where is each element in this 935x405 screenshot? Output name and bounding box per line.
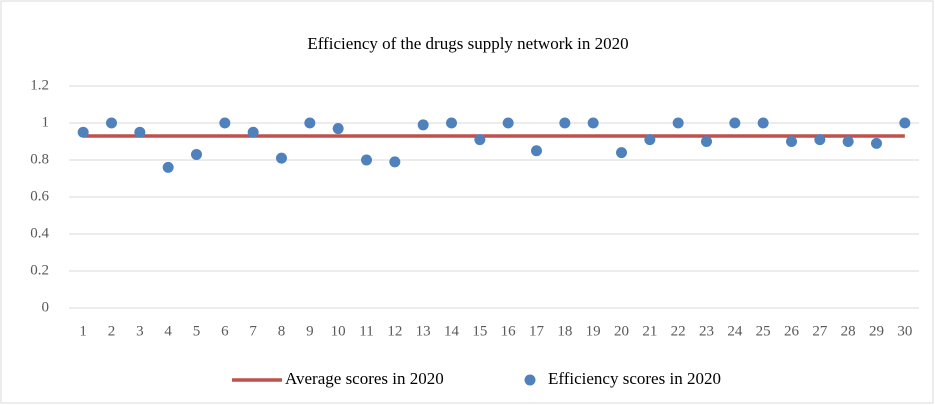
x-tick-label: 22 xyxy=(671,323,686,339)
data-point xyxy=(361,154,372,166)
x-tick-label: 30 xyxy=(897,323,912,339)
x-tick-label: 29 xyxy=(869,323,884,339)
data-point xyxy=(502,117,514,129)
y-tick-label: 0.4 xyxy=(30,225,49,241)
data-point xyxy=(757,117,769,129)
data-point xyxy=(77,126,89,138)
data-point xyxy=(701,136,712,147)
y-tick-label: 1 xyxy=(42,114,50,130)
data-point xyxy=(446,117,457,129)
x-tick-label: 5 xyxy=(193,323,201,339)
data-point xyxy=(786,136,797,147)
x-tick-label: 14 xyxy=(444,323,460,339)
data-point xyxy=(106,117,117,129)
x-tick-label: 28 xyxy=(841,323,856,339)
chart-title: Efficiency of the drugs supply network i… xyxy=(307,34,628,53)
data-point xyxy=(276,152,287,164)
y-tick-label: 0.2 xyxy=(30,262,49,278)
x-tick-label: 12 xyxy=(387,323,402,339)
y-tick-label: 0.6 xyxy=(30,188,49,204)
x-tick-label: 16 xyxy=(501,323,517,339)
data-point xyxy=(474,134,486,146)
data-point xyxy=(587,117,599,129)
data-point xyxy=(191,148,202,160)
x-tick-label: 21 xyxy=(642,323,657,339)
y-tick-label: 1.2 xyxy=(30,77,49,93)
data-point xyxy=(899,117,911,129)
data-point xyxy=(389,156,401,168)
data-point xyxy=(672,117,684,129)
x-tick-label: 24 xyxy=(727,323,743,339)
x-tick-label: 13 xyxy=(416,323,431,339)
x-tick-label: 8 xyxy=(278,323,286,339)
x-tick-label: 15 xyxy=(472,323,487,339)
x-tick-label: 7 xyxy=(249,323,257,339)
x-tick-label: 1 xyxy=(79,323,87,339)
data-point xyxy=(162,161,174,173)
data-point xyxy=(842,136,854,147)
x-tick-label: 11 xyxy=(359,323,373,339)
data-point xyxy=(729,117,741,129)
x-tick-label: 2 xyxy=(108,323,116,339)
x-tick-label: 4 xyxy=(164,323,172,339)
x-tick-label: 6 xyxy=(221,323,229,339)
data-point xyxy=(559,117,571,129)
x-tick-label: 10 xyxy=(331,323,346,339)
x-tick-label: 9 xyxy=(306,323,314,339)
data-point xyxy=(531,145,542,157)
x-tick-label: 3 xyxy=(136,323,144,339)
legend-label: Efficiency scores in 2020 xyxy=(548,369,721,388)
y-tick-label: 0.8 xyxy=(30,151,49,167)
data-point xyxy=(332,123,344,135)
x-tick-label: 27 xyxy=(812,323,828,339)
x-tick-label: 26 xyxy=(784,323,800,339)
data-point xyxy=(304,117,316,129)
x-tick-label: 25 xyxy=(756,323,771,339)
legend-label: Average scores in 2020 xyxy=(285,369,444,388)
x-tick-label: 19 xyxy=(586,323,601,339)
data-point xyxy=(814,134,826,146)
y-tick-label: 0 xyxy=(42,299,50,315)
data-point xyxy=(616,147,627,159)
data-point xyxy=(219,117,231,129)
data-point xyxy=(247,126,259,138)
x-tick-label: 20 xyxy=(614,323,629,339)
legend-swatch xyxy=(524,374,536,386)
data-point xyxy=(644,134,656,146)
data-point xyxy=(417,119,429,131)
x-tick-label: 17 xyxy=(529,323,545,339)
x-tick-label: 23 xyxy=(699,323,714,339)
data-point xyxy=(134,126,146,138)
data-point xyxy=(871,137,882,149)
x-tick-label: 18 xyxy=(557,323,572,339)
